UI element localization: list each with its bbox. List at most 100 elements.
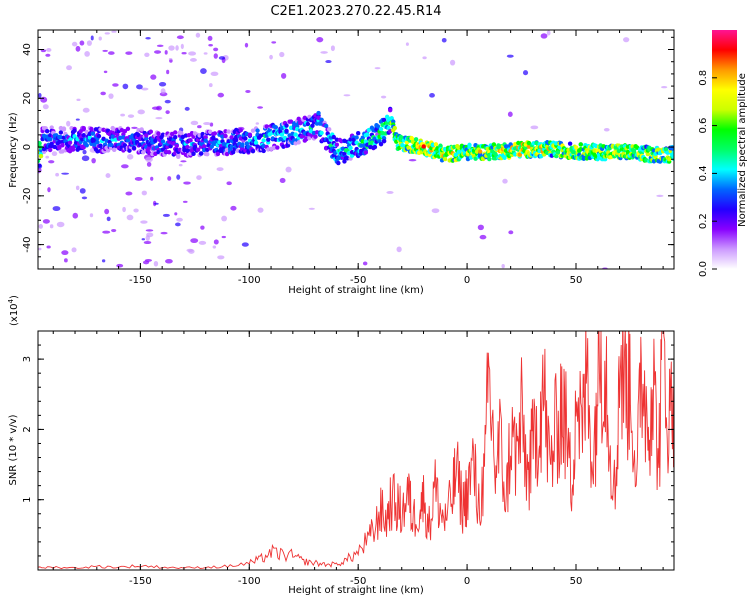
y-tick-label: 3 — [22, 356, 33, 362]
spectrogram-speckle — [167, 176, 172, 181]
spectrogram-ridge-point — [176, 154, 181, 159]
spectrogram-ridge-point — [223, 133, 228, 139]
x-tick-label: -150 — [129, 275, 152, 286]
spectrogram-ridge-point — [192, 144, 198, 150]
spectrogram-speckle — [103, 70, 108, 74]
spectrogram-panel: -150 -100 -50 0 50 40 20 0 -20 -40 Height of stra… — [8, 29, 675, 296]
spectrogram-speckle — [105, 173, 111, 179]
spectrogram-ridge-point — [305, 121, 311, 127]
spectrogram-speckle — [164, 50, 168, 55]
spectrogram-ridge-point — [127, 148, 132, 153]
spectrogram-speckle — [108, 51, 115, 55]
spectrogram-speckle — [86, 40, 92, 46]
spectrogram-speckle — [145, 36, 151, 40]
spectrogram-speckle — [140, 220, 148, 224]
spectrogram-ridge-point — [266, 137, 271, 142]
spectrogram-ridge-point — [191, 151, 196, 157]
spectrogram-ridge-point — [203, 135, 208, 140]
spectrogram-speckle — [226, 181, 232, 186]
spectrogram-ridge-point — [387, 107, 393, 113]
spectrogram-speckle — [213, 239, 219, 245]
y-tick-label: -40 — [22, 236, 33, 252]
spectrogram-speckle — [104, 32, 110, 35]
spectrogram-speckle — [213, 53, 218, 59]
spectrogram-ridge-point — [238, 128, 243, 133]
spectrogram-speckle — [449, 59, 456, 66]
y-tick-label: 40 — [22, 43, 33, 56]
spectrogram-speckle — [146, 161, 152, 167]
spectrogram-speckle — [507, 111, 513, 117]
spectrogram-speckle — [71, 41, 78, 47]
spectrogram-ridge-point — [293, 132, 298, 137]
spectrogram-ridge-point — [61, 127, 67, 132]
spectrogram-ridge-point — [363, 139, 369, 144]
spectrogram-speckle — [221, 215, 228, 222]
spectrogram-speckle — [212, 245, 217, 249]
spectrogram-speckle — [133, 208, 139, 213]
spectrogram-speckle — [255, 122, 260, 125]
spectrogram-ridge-point — [354, 135, 359, 140]
y-tick-label: 0 — [22, 144, 33, 150]
spectrogram-speckle — [120, 113, 126, 117]
x-tick-label: 50 — [570, 576, 583, 587]
spectrogram-speckle — [145, 229, 154, 232]
spectrogram-speckle — [325, 60, 332, 64]
spectrogram-ridge-point — [139, 127, 144, 132]
spectrogram-speckle — [396, 246, 402, 253]
spectrogram-ridge-point — [60, 143, 65, 148]
spectrogram-ridge-point — [413, 137, 419, 142]
spectrogram-ridge-point — [517, 152, 522, 157]
spectrogram-ridge-point — [671, 150, 674, 155]
spectrogram-ridge-point — [226, 129, 231, 134]
spectrogram-ridge-point — [38, 158, 41, 164]
spectrogram-ridge-point — [72, 134, 77, 139]
spectrogram-speckle — [64, 258, 68, 263]
spectrogram-speckle — [125, 191, 133, 196]
spectrogram-speckle — [101, 259, 106, 263]
spectrogram-ridge-point — [467, 142, 472, 148]
x-tick-label: -50 — [350, 576, 366, 587]
spectrogram-speckle — [104, 208, 110, 215]
y-tick-label: -20 — [22, 188, 33, 204]
spectrogram-ridge-point — [205, 151, 210, 157]
spectrogram-speckle — [203, 52, 208, 55]
spectrogram-speckle — [477, 224, 484, 231]
spectrogram-ridge-point — [122, 129, 128, 134]
spectrogram-speckle — [257, 106, 263, 109]
colorbar-tick-label: 0.6 — [698, 118, 709, 134]
spectrogram-speckle — [81, 196, 88, 200]
spectrogram-ridge-point — [433, 142, 439, 147]
spectrogram-x-axis-label: Height of straight line (km) — [288, 285, 424, 296]
spectrogram-speckle — [502, 178, 508, 184]
spectrogram-speckle — [75, 185, 80, 191]
spectrogram-marks — [38, 30, 674, 269]
spectrogram-speckle — [136, 84, 143, 90]
spectrogram-ridge-point — [95, 140, 100, 145]
spectrogram-speckle — [71, 247, 77, 253]
spectrogram-ridge-point — [49, 141, 54, 146]
spectrogram-speckle — [208, 83, 213, 88]
spectrogram-speckle — [546, 30, 551, 36]
spectrogram-speckle — [522, 70, 529, 76]
spectrogram-speckle — [200, 68, 207, 74]
spectrogram-ridge-point — [255, 128, 260, 133]
spectrogram-speckle — [102, 230, 111, 234]
spectrogram-ridge-point — [261, 138, 266, 143]
spectrogram-ridge-point — [336, 160, 341, 166]
spectrogram-ridge-point — [141, 150, 146, 155]
spectrogram-speckle — [76, 98, 81, 102]
spectrogram-speckle — [125, 51, 133, 55]
spectrogram-ridge-point — [89, 126, 94, 132]
spectrogram-ridge-point — [58, 130, 64, 135]
x-tick-label: 0 — [464, 576, 470, 587]
spectrogram-speckle — [48, 160, 55, 164]
chart-title: C2E1.2023.270.22.45.R14 — [270, 4, 441, 19]
spectrogram-speckle — [127, 154, 134, 160]
spectrogram-speckle — [108, 93, 114, 99]
spectrogram-speckle — [154, 202, 159, 205]
spectrogram-speckle — [66, 120, 71, 127]
spectrogram-ridge-point — [349, 153, 355, 158]
spectrogram-speckle — [308, 207, 315, 210]
spectrogram-ridge-point — [502, 155, 507, 160]
spectrogram-ridge-point — [234, 137, 239, 143]
